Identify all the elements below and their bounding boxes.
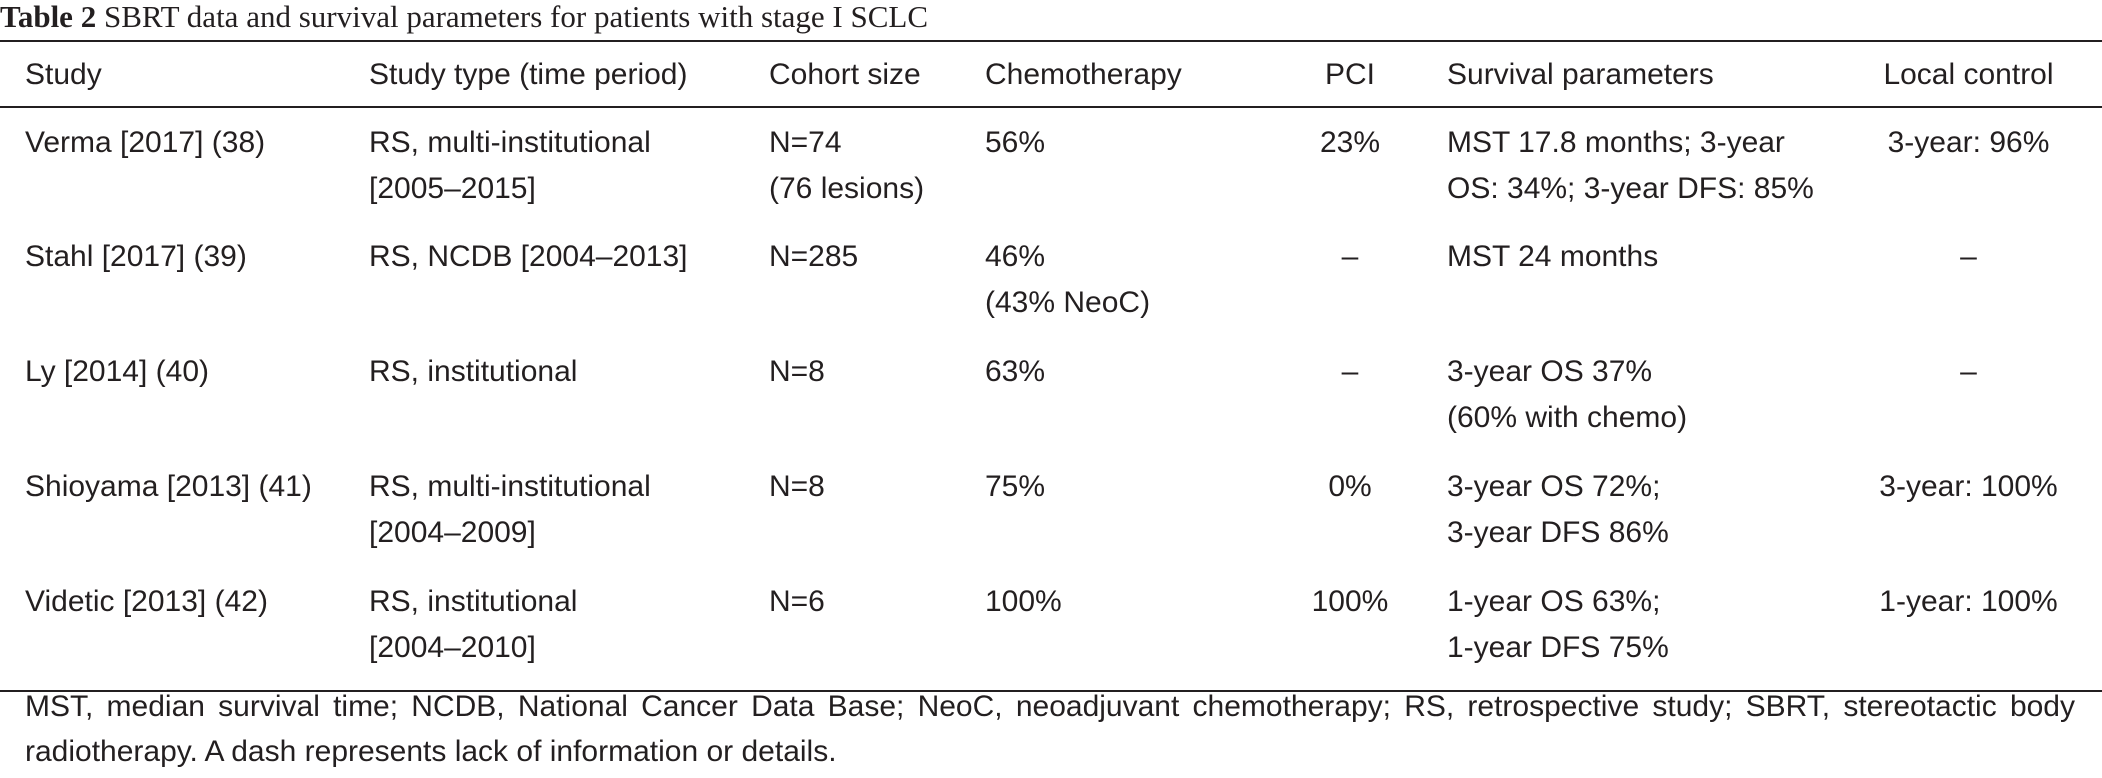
- cell-study-type: RS, multi-institutional [2005–2015]: [369, 107, 769, 234]
- cell-survival-parameters-line: 1-year DFS 75%: [1447, 631, 1669, 664]
- cell-chemotherapy: 46% (43% NeoC): [985, 234, 1275, 349]
- cell-study-type-line: [2004–2009]: [369, 516, 536, 549]
- cell-chemotherapy: 63%: [985, 349, 1275, 464]
- cell-local-control: 1-year: 100%: [1879, 585, 2058, 618]
- cell-chemotherapy-line: 75%: [985, 470, 1046, 503]
- cell-study-type: RS, multi-institutional [2004–2009]: [369, 464, 769, 579]
- table-caption-label: Table 2: [0, 0, 97, 34]
- header-local-control: Local control: [1883, 58, 2054, 91]
- table-row: Ly [2014] (40) RS, institutional N=8 63% – 3-…: [0, 349, 2102, 464]
- cell-cohort-size: N=8: [769, 349, 985, 464]
- cell-survival-parameters-line: 3-year DFS 86%: [1447, 516, 1669, 549]
- cell-pci: 23%: [1319, 126, 1381, 159]
- cell-survival-parameters: 3-year OS 37% (60% with chemo): [1425, 349, 1835, 464]
- cell-chemotherapy-line: 56%: [985, 126, 1046, 159]
- cell-pci: 0%: [1328, 470, 1372, 503]
- cell-study-type-line: RS, institutional: [369, 355, 578, 388]
- header-study-type: Study type (time period): [369, 58, 688, 91]
- cell-survival-parameters: 1-year OS 63%; 1-year DFS 75%: [1425, 579, 1835, 691]
- cell-study: Ly [2014] (40): [25, 355, 209, 388]
- cell-study: Shioyama [2013] (41): [25, 470, 312, 503]
- cell-study-type-line: [2005–2015]: [369, 172, 536, 205]
- table-caption-text: SBRT data and survival parameters for pa…: [103, 0, 929, 34]
- cell-study-type-line: RS, NCDB [2004–2013]: [369, 240, 688, 273]
- sbrt-survival-table: Study Study type (time period) Cohort si…: [0, 40, 2102, 692]
- cell-survival-parameters-line: (60% with chemo): [1447, 401, 1688, 434]
- cell-survival-parameters-line: MST 24 months: [1447, 240, 1659, 273]
- cell-pci: –: [1341, 240, 1359, 273]
- cell-study-type-line: [2004–2010]: [369, 631, 536, 664]
- cell-cohort-size-line: (76 lesions): [769, 172, 925, 205]
- cell-survival-parameters-line: 3-year OS 72%;: [1447, 470, 1661, 503]
- header-pci: PCI: [1324, 58, 1375, 91]
- table-row: Videtic [2013] (42) RS, institutional [200…: [0, 579, 2102, 691]
- cell-chemotherapy-line: (43% NeoC): [985, 286, 1151, 319]
- cell-study-type: RS, institutional: [369, 349, 769, 464]
- cell-survival-parameters-line: MST 17.8 months; 3-year: [1447, 126, 1785, 159]
- cell-survival-parameters-line: 1-year OS 63%;: [1447, 585, 1661, 618]
- cell-study-type-line: RS, multi-institutional: [369, 126, 651, 159]
- table-footnote: MST, median survival time; NCDB, Nationa…: [25, 690, 2075, 768]
- cell-cohort-size-line: N=74: [769, 126, 842, 159]
- cell-study: Verma [2017] (38): [25, 126, 266, 159]
- cell-pci: 100%: [1311, 585, 1389, 618]
- cell-study: Stahl [2017] (39): [25, 240, 247, 273]
- header-survival-parameters: Survival parameters: [1447, 58, 1714, 91]
- cell-cohort-size: N=74 (76 lesions): [769, 107, 985, 234]
- table-caption: Table 2 SBRT data and survival parameter…: [0, 0, 928, 40]
- cell-chemotherapy-line: 46%: [985, 240, 1046, 273]
- table-header-row: Study Study type (time period) Cohort si…: [0, 41, 2102, 107]
- cell-survival-parameters: MST 24 months: [1425, 234, 1835, 349]
- cell-cohort-size-line: N=6: [769, 585, 825, 618]
- header-chemotherapy: Chemotherapy: [985, 58, 1182, 91]
- cell-chemotherapy: 75%: [985, 464, 1275, 579]
- cell-pci: –: [1341, 355, 1359, 388]
- cell-survival-parameters: MST 17.8 months; 3-year OS: 34%; 3-year D…: [1425, 107, 1835, 234]
- table-row: Stahl [2017] (39) RS, NCDB [2004–2013] N=2…: [0, 234, 2102, 349]
- cell-cohort-size: N=285: [769, 234, 985, 349]
- cell-local-control: –: [1960, 240, 1977, 273]
- cell-study-type-line: RS, institutional: [369, 585, 578, 618]
- cell-cohort-size: N=8: [769, 464, 985, 579]
- header-study: Study: [25, 58, 102, 91]
- cell-study: Videtic [2013] (42): [25, 585, 268, 618]
- cell-survival-parameters: 3-year OS 72%; 3-year DFS 86%: [1425, 464, 1835, 579]
- cell-local-control: 3-year: 100%: [1879, 470, 2058, 503]
- cell-chemotherapy: 100%: [985, 579, 1275, 691]
- cell-cohort-size-line: N=8: [769, 355, 825, 388]
- cell-survival-parameters-line: OS: 34%; 3-year DFS: 85%: [1447, 172, 1814, 205]
- cell-local-control: 3-year: 96%: [1887, 126, 2050, 159]
- cell-cohort-size-line: N=8: [769, 470, 825, 503]
- cell-study-type: RS, institutional [2004–2010]: [369, 579, 769, 691]
- header-cohort-size: Cohort size: [769, 58, 921, 91]
- cell-chemotherapy: 56%: [985, 107, 1275, 234]
- cell-local-control: –: [1960, 355, 1977, 388]
- cell-cohort-size-line: N=285: [769, 240, 859, 273]
- cell-chemotherapy-line: 100%: [985, 585, 1062, 618]
- cell-cohort-size: N=6: [769, 579, 985, 691]
- cell-survival-parameters-line: 3-year OS 37%: [1447, 355, 1653, 388]
- table-row: Verma [2017] (38) RS, multi-institutional…: [0, 107, 2102, 234]
- cell-chemotherapy-line: 63%: [985, 355, 1046, 388]
- cell-study-type-line: RS, multi-institutional: [369, 470, 651, 503]
- cell-study-type: RS, NCDB [2004–2013]: [369, 234, 769, 349]
- table-row: Shioyama [2013] (41) RS, multi-institutio…: [0, 464, 2102, 579]
